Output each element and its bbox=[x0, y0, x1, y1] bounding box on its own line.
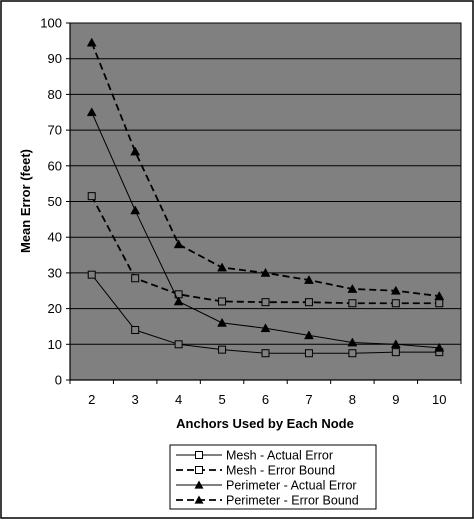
data-point bbox=[260, 323, 271, 333]
x-tick-label: 8 bbox=[349, 392, 356, 407]
data-point bbox=[261, 298, 270, 307]
x-tick-label: 4 bbox=[175, 392, 182, 407]
x-tick-label: 5 bbox=[218, 392, 225, 407]
legend-entry: Mesh - Actual Error bbox=[176, 449, 333, 463]
data-point bbox=[260, 267, 271, 277]
data-point bbox=[391, 299, 400, 308]
y-tick-label: 20 bbox=[48, 301, 62, 316]
series-1 bbox=[87, 270, 444, 358]
data-point bbox=[218, 297, 227, 306]
x-tick-label: 9 bbox=[392, 392, 399, 407]
data-point bbox=[261, 349, 270, 358]
y-tick-label: 50 bbox=[48, 194, 62, 209]
data-point bbox=[304, 298, 313, 307]
data-point bbox=[87, 270, 96, 279]
data-point bbox=[390, 339, 401, 349]
y-tick-label: 30 bbox=[48, 265, 62, 280]
x-axis-ticks: 2 3 4 5 6 7 8 9 10 bbox=[69, 380, 462, 407]
x-tick-label: 10 bbox=[432, 392, 446, 407]
data-point bbox=[86, 37, 97, 47]
x-tick-label: 3 bbox=[132, 392, 139, 407]
data-point bbox=[173, 296, 184, 306]
legend-entry: Perimeter - Error Bound bbox=[176, 494, 359, 508]
data-point bbox=[130, 146, 141, 156]
data-point bbox=[390, 285, 401, 295]
data-point bbox=[130, 205, 141, 215]
series-layer bbox=[86, 37, 445, 358]
y-tick-label: 10 bbox=[48, 337, 62, 352]
y-tick-label: 80 bbox=[48, 87, 62, 102]
data-point bbox=[304, 349, 313, 358]
y-axis-ticks: 0 10 20 30 40 50 60 70 80 90 100 bbox=[40, 16, 70, 388]
data-point bbox=[391, 348, 400, 357]
data-point bbox=[86, 107, 97, 117]
x-tick-label: 6 bbox=[262, 392, 269, 407]
data-point bbox=[87, 192, 96, 201]
data-point bbox=[304, 275, 314, 284]
y-tick-label: 60 bbox=[48, 158, 62, 173]
data-point bbox=[347, 283, 358, 293]
legend-marker bbox=[195, 451, 203, 459]
data-point bbox=[348, 349, 357, 358]
data-point bbox=[348, 299, 357, 308]
data-point bbox=[435, 299, 444, 308]
legend-marker bbox=[194, 495, 204, 504]
y-tick-label: 90 bbox=[48, 51, 62, 66]
data-point bbox=[217, 262, 227, 272]
data-point bbox=[218, 345, 227, 354]
legend-label: Perimeter - Actual Error bbox=[226, 479, 357, 493]
series-3 bbox=[86, 107, 445, 352]
legend-label: Perimeter - Error Bound bbox=[226, 494, 359, 508]
y-tick-label: 40 bbox=[48, 230, 62, 245]
legend-label: Mesh - Error Bound bbox=[226, 464, 335, 478]
legend-label: Mesh - Actual Error bbox=[226, 449, 333, 463]
y-tick-label: 0 bbox=[55, 373, 62, 388]
x-axis-title: Anchors Used by Each Node bbox=[176, 416, 354, 431]
data-point bbox=[131, 326, 140, 335]
data-point bbox=[173, 239, 184, 249]
y-tick-label: 70 bbox=[48, 123, 62, 138]
y-axis-title: Mean Error (feet) bbox=[18, 149, 33, 253]
y-tick-label: 100 bbox=[40, 16, 62, 31]
data-point bbox=[434, 291, 445, 300]
legend-marker bbox=[195, 466, 203, 474]
data-point bbox=[304, 330, 314, 340]
legend-box bbox=[169, 444, 377, 510]
series-4 bbox=[86, 37, 445, 300]
data-point bbox=[174, 340, 183, 349]
data-point bbox=[217, 317, 227, 327]
data-point bbox=[434, 342, 445, 352]
data-point bbox=[347, 337, 358, 347]
x-tick-label: 2 bbox=[88, 392, 95, 407]
legend-entry: Perimeter - Actual Error bbox=[176, 479, 357, 493]
data-point bbox=[131, 274, 140, 283]
legend-entry: Mesh - Error Bound bbox=[176, 464, 335, 478]
legend-marker bbox=[194, 480, 204, 489]
x-tick-label: 7 bbox=[305, 392, 312, 407]
